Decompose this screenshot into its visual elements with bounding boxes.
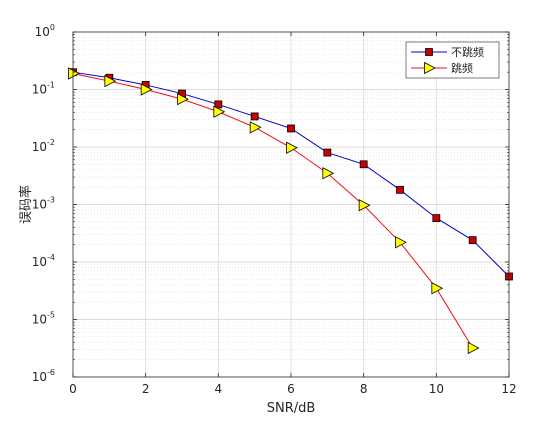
data-point — [214, 100, 223, 109]
series-line — [72, 72, 474, 349]
data-point — [177, 92, 189, 106]
y-tick-label: 10-2 — [32, 138, 55, 154]
x-tick-label: 2 — [142, 382, 150, 396]
x-tick-label: 8 — [360, 382, 368, 396]
data-point — [432, 214, 441, 223]
data-point — [395, 236, 407, 249]
legend-marker — [425, 48, 433, 56]
x-tick-label: 6 — [287, 382, 295, 396]
data-point — [250, 112, 259, 121]
x-tick-label: 12 — [501, 382, 516, 396]
y-axis-title: 误码率 — [18, 185, 34, 224]
series-layer — [68, 67, 513, 355]
y-tick-label: 10-3 — [32, 196, 55, 212]
legend-label: 不跳频 — [451, 45, 484, 59]
data-point — [140, 83, 153, 96]
axis-ticks: 0 2 4 6 8 10 12 100 10-1 10-2 10-3 10-4 10-5 10-6 — [32, 23, 517, 396]
data-point — [213, 105, 226, 118]
data-point — [431, 282, 444, 295]
x-tick-label: 4 — [215, 382, 223, 396]
data-point — [467, 341, 480, 355]
legend-marker — [424, 61, 436, 75]
data-point — [358, 199, 371, 212]
legend-box — [405, 41, 500, 79]
data-point — [104, 74, 117, 88]
y-tick-label: 100 — [35, 23, 55, 39]
x-axis-title: SNR/dB — [267, 401, 316, 416]
y-tick-label: 10-4 — [32, 253, 55, 269]
data-point — [396, 185, 404, 194]
legend-label: 跳频 — [451, 61, 473, 75]
x-tick-label: 10 — [429, 382, 444, 396]
data-point — [287, 124, 295, 133]
data-point — [249, 121, 262, 134]
data-point — [322, 167, 335, 180]
data-point — [359, 160, 368, 169]
data-point — [323, 148, 332, 157]
series-2 — [68, 67, 480, 355]
x-tick-label: 0 — [69, 382, 77, 396]
y-tick-label: 10-5 — [32, 311, 55, 327]
y-tick-label: 10-1 — [32, 81, 55, 97]
data-point — [68, 67, 80, 80]
y-tick-label: 10-6 — [32, 368, 55, 384]
data-point — [468, 236, 477, 245]
data-point — [286, 141, 298, 154]
